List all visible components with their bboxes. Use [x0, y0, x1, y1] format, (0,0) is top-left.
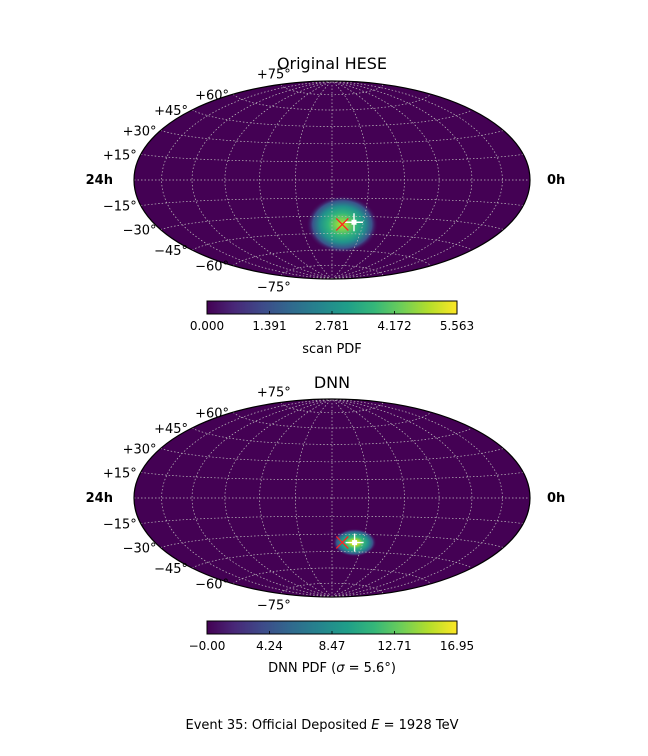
dec-label: −60° [195, 578, 229, 593]
longitude-gridline [295, 80, 333, 280]
ra-label-right: 0h [547, 491, 565, 506]
longitude-gridline [331, 80, 369, 280]
dec-label: −75° [257, 599, 291, 614]
latitude-gridline [160, 448, 504, 463]
latitude-gridline [160, 533, 504, 548]
latitude-gridline [160, 215, 504, 230]
latitude-gridline [232, 412, 432, 429]
ra-label-left: 24h [86, 491, 113, 506]
best-fit-marker-dot [351, 219, 357, 225]
map-title: DNN [314, 373, 350, 392]
colorbar-ticks: 0.000 1.391 2.781 4.172 5.563 [190, 311, 474, 333]
colorbar-tick-label: 4.172 [377, 319, 411, 333]
dec-label: +60° [195, 406, 229, 421]
longitude-gridline [161, 80, 333, 280]
dec-label: +45° [154, 422, 188, 437]
dec-label: −15° [103, 200, 137, 215]
colorbar-ticks: −0.00 4.24 8.47 12.71 16.95 [189, 631, 474, 653]
dec-label: −15° [103, 518, 137, 533]
longitude-gridline [295, 398, 333, 598]
dec-label: −30° [123, 542, 157, 557]
colorbar-tick-label: 4.24 [256, 639, 283, 653]
ra-label-right: 0h [547, 173, 565, 188]
dec-labels: +75° +60° +45° +30° +15° −15° −30° −45° −60° −75° [103, 67, 291, 295]
figure-caption: Event 35: Official Deposited E = 1928 Te… [186, 718, 459, 733]
sky-map-outline [133, 398, 531, 598]
colorbar-tick-label: 16.95 [440, 639, 474, 653]
longitude-gridline [161, 398, 333, 598]
longitude-gridline [331, 398, 405, 598]
longitude-gridline [259, 398, 333, 598]
colorbar: −0.00 4.24 8.47 12.71 16.95 DNN PDF (σ = 5.6… [189, 620, 474, 676]
latitude-gridline [191, 427, 473, 445]
map-panel-dnn: DNN +75° +60° +45° +30° +15° −15° −30° −45° −60°… [86, 373, 566, 676]
colorbar-tick-label: 12.71 [377, 639, 411, 653]
dec-label: +15° [103, 148, 137, 163]
colorbar: 0.000 1.391 2.781 4.172 5.563 scan PDF [190, 300, 474, 357]
colorbar-label: scan PDF [302, 342, 362, 357]
markers [335, 213, 363, 232]
dec-label: +75° [257, 67, 291, 82]
longitude-gridline [331, 80, 405, 280]
dec-label: −30° [123, 224, 157, 239]
map-panel-original-hese: Original HESE +75° +60° +45° +30° +15° −15° −3… [86, 54, 566, 357]
latitude-gridline [232, 567, 432, 584]
dec-label: +75° [257, 385, 291, 400]
latitude-gridline [232, 249, 432, 266]
latitude-gridline [160, 130, 504, 145]
longitude-gridline [331, 80, 503, 280]
colorbar-tick-label: −0.00 [189, 639, 226, 653]
latitude-gridline [191, 109, 473, 127]
latitude-gridline [280, 84, 384, 96]
colorbar-tick-label: 1.391 [252, 319, 286, 333]
colorbar-tick-label: 0.000 [190, 319, 224, 333]
colorbar-tick-label: 2.781 [315, 319, 349, 333]
dec-label: −45° [154, 244, 188, 259]
truth-marker-b [335, 218, 349, 231]
best-fit-marker-dot [352, 540, 358, 546]
dec-labels: +75° +60° +45° +30° +15° −15° −30° −45° −60° −75° [103, 385, 291, 613]
markers [335, 533, 364, 552]
ra-label-left: 24h [86, 173, 113, 188]
longitude-gridline [331, 398, 369, 598]
graticule-grid [134, 398, 530, 598]
longitude-gridline [331, 398, 503, 598]
dec-label: −45° [154, 562, 188, 577]
map-title: Original HESE [277, 54, 387, 73]
latitude-gridline [232, 94, 432, 111]
truth-marker-b [335, 536, 349, 549]
dec-label: +60° [195, 88, 229, 103]
dec-label: −60° [195, 260, 229, 275]
dec-label: +30° [123, 125, 157, 140]
dec-label: −75° [257, 281, 291, 296]
colorbar-tick-label: 5.563 [440, 319, 474, 333]
latitude-gridline [280, 402, 384, 414]
colorbar-label: DNN PDF (σ = 5.6°) [268, 661, 396, 676]
dec-label: +15° [103, 466, 137, 481]
colorbar-tick-label: 8.47 [319, 639, 346, 653]
graticule-grid [134, 80, 530, 280]
dec-label: +45° [154, 104, 188, 119]
sky-map-outline [133, 80, 531, 280]
longitude-gridline [259, 80, 333, 280]
dec-label: +30° [123, 443, 157, 458]
